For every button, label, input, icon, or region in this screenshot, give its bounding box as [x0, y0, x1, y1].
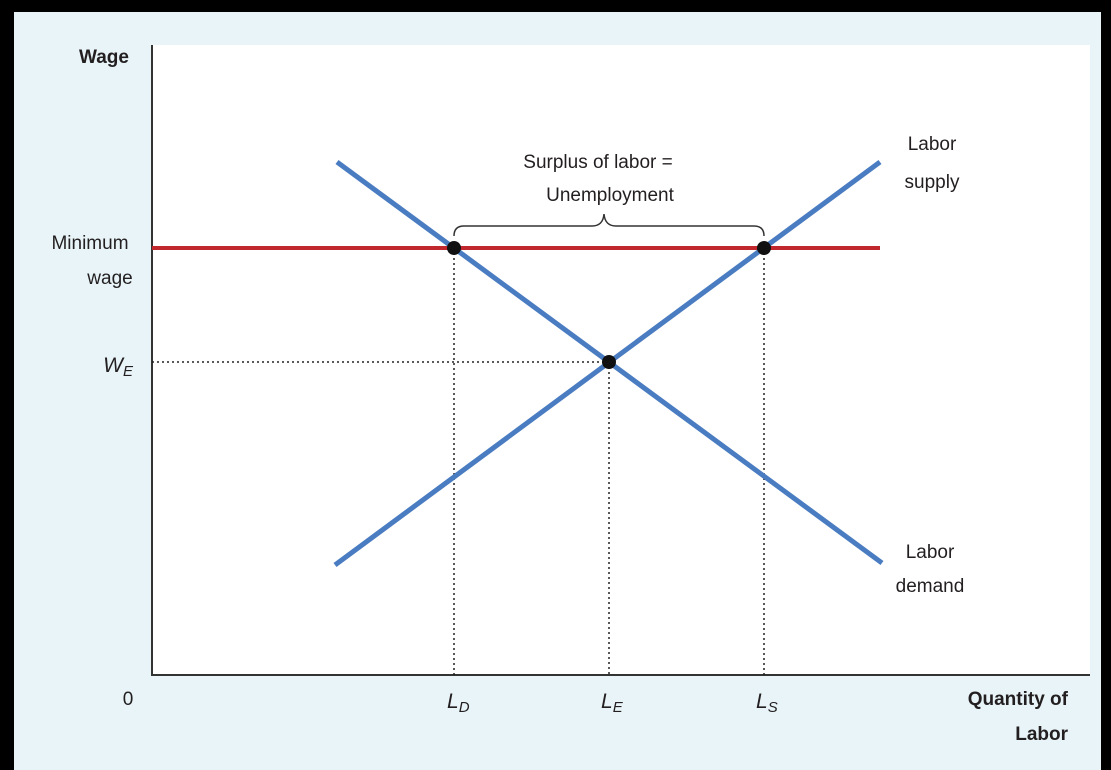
x-tick: LS — [756, 690, 778, 716]
point — [602, 355, 616, 369]
brace — [453, 213, 765, 237]
min-wage-label: wage — [86, 268, 132, 289]
x-axis-label: Quantity of — [968, 689, 1069, 710]
supply-label: supply — [905, 172, 960, 193]
x-tick: LE — [601, 690, 624, 716]
x-axis-label: Labor — [1015, 724, 1068, 745]
point — [447, 241, 461, 255]
annotation: Unemployment — [546, 185, 674, 206]
origin: 0 — [123, 689, 134, 710]
demand-label: demand — [896, 576, 965, 597]
demand-label: Labor — [906, 542, 955, 563]
x-tick: LD — [447, 690, 470, 716]
min-wage-label: Minimum — [51, 233, 128, 254]
plot-area — [152, 45, 1090, 675]
y-tick: WE — [103, 354, 134, 380]
supply-label: Labor — [908, 134, 957, 155]
y-axis-label: Wage — [79, 47, 129, 68]
point — [757, 241, 771, 255]
annotation: Surplus of labor = — [523, 152, 672, 173]
